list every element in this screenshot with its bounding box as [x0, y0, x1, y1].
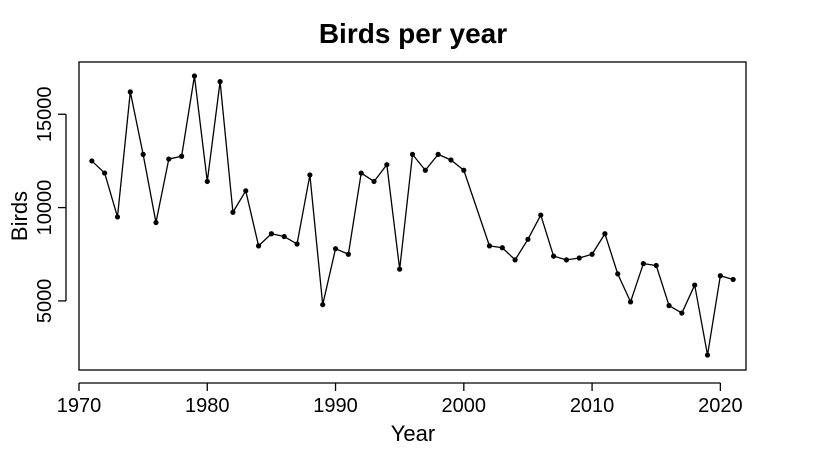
data-point-2005 [525, 236, 531, 242]
data-point-1975 [140, 151, 146, 157]
chart-title: Birds per year [319, 18, 507, 49]
data-point-2016 [666, 303, 672, 309]
data-point-1985 [268, 231, 275, 237]
data-point-2014 [640, 261, 646, 267]
y-axis-label: Birds [7, 191, 32, 241]
data-point-2021 [730, 276, 736, 283]
data-point-2006 [538, 212, 544, 218]
y-tick-label-5000: 5000 [34, 279, 56, 324]
data-point-1996 [409, 151, 416, 157]
x-tick-label-2000: 2000 [442, 395, 487, 417]
data-point-2011 [602, 231, 608, 237]
data-point-2007 [550, 253, 557, 259]
data-point-1980 [204, 178, 210, 185]
data-point-1990 [332, 246, 339, 252]
data-point-1989 [320, 302, 326, 308]
data-point-1972 [102, 170, 108, 176]
data-point-2009 [576, 255, 582, 261]
data-point-1991 [345, 251, 351, 257]
data-point-2004 [512, 257, 518, 263]
data-points [89, 73, 736, 358]
plot-frame [78, 61, 747, 371]
data-point-1993 [371, 178, 377, 185]
x-tick-label-1970: 1970 [57, 395, 102, 417]
data-point-1979 [191, 73, 198, 79]
data-point-1986 [281, 233, 287, 240]
data-point-1982 [230, 209, 236, 215]
x-tick-label-1990: 1990 [313, 395, 358, 417]
data-point-2002 [486, 243, 493, 249]
x-tick-label-2010: 2010 [570, 395, 615, 417]
data-point-2000 [461, 167, 467, 173]
data-point-2017 [679, 310, 685, 316]
data-point-1981 [217, 79, 223, 85]
data-point-2015 [653, 262, 659, 269]
x-tick-label-2020: 2020 [698, 395, 743, 417]
data-point-1995 [397, 266, 403, 272]
data-point-1977 [166, 156, 172, 162]
y-tick-label-10000: 10000 [34, 180, 56, 236]
data-point-1987 [294, 241, 300, 247]
data-point-1988 [307, 172, 313, 178]
data-point-2020 [717, 273, 723, 279]
x-tick-label-1980: 1980 [185, 395, 230, 417]
data-point-2008 [563, 257, 570, 263]
data-point-1974 [127, 89, 133, 95]
data-point-1999 [448, 157, 454, 163]
data-point-1976 [153, 219, 159, 226]
data-point-1971 [89, 158, 95, 164]
data-point-1983 [243, 188, 249, 194]
data-point-1984 [255, 243, 262, 249]
data-point-1992 [358, 170, 364, 176]
data-point-2019 [704, 352, 711, 358]
data-point-1994 [384, 162, 390, 168]
series-line [91, 75, 734, 356]
data-point-2010 [589, 251, 595, 257]
data-point-1998 [435, 151, 441, 157]
x-axis-label: Year [391, 421, 435, 446]
x-axis: 1970 1980 1990 2000 2010 2020 [57, 382, 743, 417]
data-point-1973 [114, 214, 121, 220]
data-point-1978 [179, 153, 185, 159]
data-point-2003 [499, 245, 505, 251]
y-axis: 5000 10000 15000 [34, 86, 67, 324]
data-point-2018 [692, 282, 698, 288]
data-point-1997 [422, 167, 428, 173]
y-tick-label-15000: 15000 [34, 86, 56, 142]
data-point-2012 [615, 271, 621, 277]
data-point-2013 [627, 299, 634, 305]
